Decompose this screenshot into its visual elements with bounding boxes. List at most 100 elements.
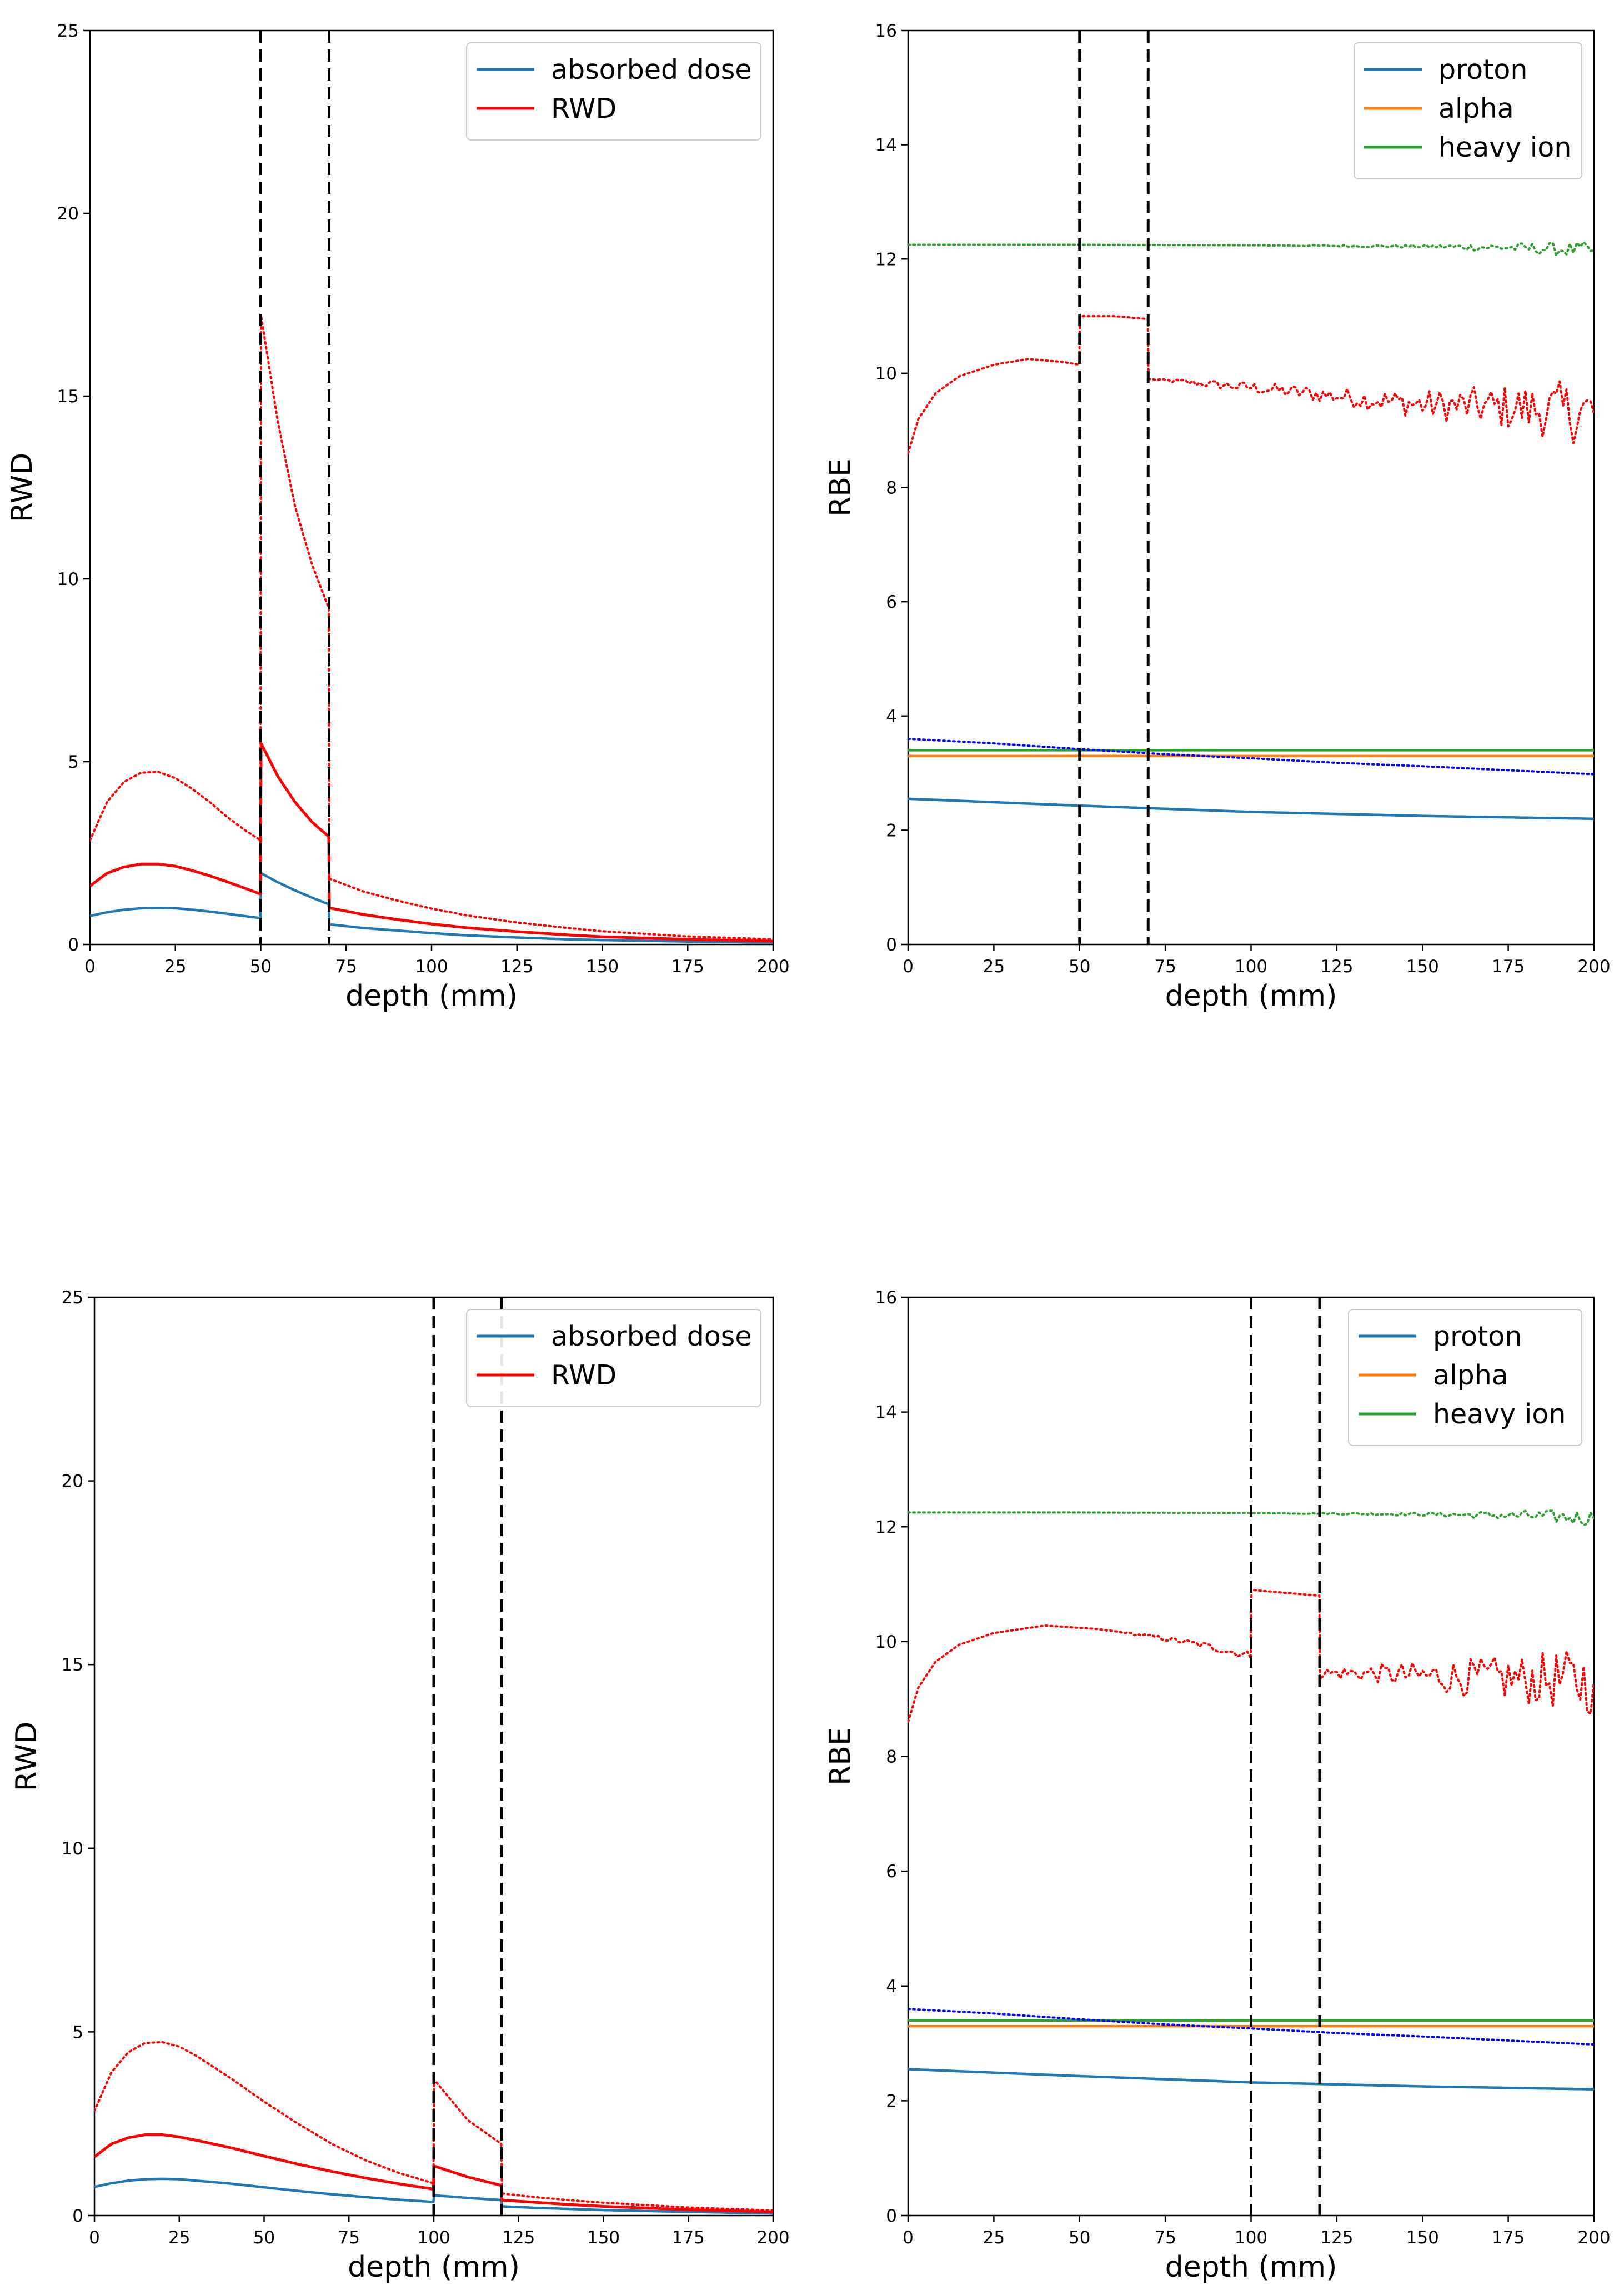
y-tick-label: 8 xyxy=(886,478,897,498)
y-tick-label: 5 xyxy=(68,752,79,772)
y-tick-label: 15 xyxy=(62,1655,83,1675)
legend-box xyxy=(1348,1309,1582,1446)
y-tick-label: 16 xyxy=(875,1288,897,1308)
y-tick-label: 25 xyxy=(57,21,79,41)
x-tick-label: 150 xyxy=(1406,2228,1439,2248)
series-heavy-ion-dotted xyxy=(908,1509,1594,1526)
y-tick-label: 6 xyxy=(886,1862,897,1882)
x-tick-label: 150 xyxy=(1406,957,1439,977)
x-tick-label: 175 xyxy=(1492,957,1525,977)
x-tick-label: 25 xyxy=(168,2228,190,2248)
legend-label: heavy ion xyxy=(1438,132,1571,163)
plot-frame xyxy=(89,29,774,946)
y-tick-label: 16 xyxy=(875,21,897,41)
series-rwd-dotted xyxy=(90,314,773,941)
x-tick-label: 125 xyxy=(1320,2228,1353,2248)
series-proton-dotted xyxy=(908,2008,1594,2046)
x-tick-label: 200 xyxy=(1577,957,1610,977)
legend-label: heavy ion xyxy=(1433,1398,1566,1430)
x-tick-label: 50 xyxy=(250,957,272,977)
x-tick-label: 25 xyxy=(983,957,1005,977)
y-axis-label: RWD xyxy=(10,1722,43,1791)
legend-label: alpha xyxy=(1438,93,1514,124)
x-tick-label: 200 xyxy=(756,2228,789,2248)
x-tick-label: 50 xyxy=(253,2228,275,2248)
legend-box xyxy=(466,1309,761,1407)
y-tick-label: 0 xyxy=(72,2206,83,2226)
legend-label: alpha xyxy=(1433,1359,1508,1391)
y-tick-label: 0 xyxy=(68,935,79,955)
x-axis-label: depth (mm) xyxy=(345,979,518,1013)
legend: proton alpha heavy ion xyxy=(1354,42,1582,179)
legend-label: RWD xyxy=(551,1359,616,1391)
series-proton xyxy=(908,797,1594,821)
chart-top-right: 0 25 50 75 100 125 150 175 200 0 2 4 6 8 10 12 14 16 depth… xyxy=(824,21,1611,1013)
y-tick-label: 14 xyxy=(875,1403,897,1423)
series-absorbed-dose xyxy=(90,872,773,944)
x-axis-label: depth (mm) xyxy=(1165,979,1337,1013)
x-tick-label: 75 xyxy=(335,957,357,977)
y-tick-label: 25 xyxy=(62,1288,83,1308)
y-tick-label: 20 xyxy=(62,1472,83,1492)
plot-frame xyxy=(907,29,1595,946)
plot-area xyxy=(90,31,773,944)
x-tick-label: 175 xyxy=(672,2228,705,2248)
y-tick-label: 20 xyxy=(57,204,79,224)
x-tick-label: 100 xyxy=(415,957,448,977)
x-tick-label: 150 xyxy=(586,957,619,977)
x-axis-label: depth (mm) xyxy=(1165,2251,1337,2284)
y-tick-label: 12 xyxy=(875,249,897,269)
x-tick-label: 200 xyxy=(1577,2228,1610,2248)
plot-area xyxy=(908,1297,1594,2216)
y-axis-label: RBE xyxy=(824,1727,857,1786)
chart-bottom-right: 0 25 50 75 100 125 150 175 200 0 2 4 6 8 10 12 14 16 depth… xyxy=(824,1288,1611,2284)
series-alpha-dotted xyxy=(908,315,1594,454)
x-tick-label: 0 xyxy=(903,2228,914,2248)
series-heavy-ion-dotted xyxy=(908,241,1594,257)
legend-label: absorbed dose xyxy=(551,1321,751,1352)
x-tick-label: 50 xyxy=(1069,957,1090,977)
x-tick-label: 100 xyxy=(1235,957,1267,977)
plot-area xyxy=(94,1297,773,2216)
y-tick-label: 0 xyxy=(886,2206,897,2226)
x-tick-label: 0 xyxy=(89,2228,100,2248)
legend-box xyxy=(1354,42,1582,179)
x-tick-label: 50 xyxy=(1069,2228,1090,2248)
legend-label: RWD xyxy=(551,93,616,124)
y-tick-label: 10 xyxy=(62,1839,83,1859)
y-tick-label: 10 xyxy=(875,364,897,384)
y-tick-label: 0 xyxy=(886,935,897,955)
x-tick-label: 0 xyxy=(84,957,96,977)
y-tick-label: 14 xyxy=(875,136,897,156)
x-tick-label: 175 xyxy=(671,957,704,977)
x-tick-label: 75 xyxy=(338,2228,360,2248)
y-axis-label: RWD xyxy=(6,453,39,522)
plot-area xyxy=(908,31,1594,944)
y-tick-label: 2 xyxy=(886,2091,897,2111)
y-tick-label: 4 xyxy=(886,1977,897,1997)
x-tick-label: 150 xyxy=(587,2228,620,2248)
y-tick-label: 12 xyxy=(875,1517,897,1537)
x-tick-label: 200 xyxy=(756,957,789,977)
y-tick-label: 8 xyxy=(886,1747,897,1767)
y-tick-label: 4 xyxy=(886,707,897,727)
series-rwd xyxy=(90,742,773,943)
x-tick-label: 100 xyxy=(417,2228,450,2248)
chart-top-left: 0 25 50 75 100 125 150 175 200 0 5 10 15 20 25 depth (m… xyxy=(6,21,790,1013)
x-axis-label: depth (mm) xyxy=(348,2251,520,2284)
y-tick-label: 15 xyxy=(57,387,79,407)
x-tick-label: 125 xyxy=(1320,957,1353,977)
y-tick-label: 2 xyxy=(886,821,897,841)
y-tick-label: 10 xyxy=(875,1632,897,1652)
x-tick-label: 25 xyxy=(164,957,186,977)
x-tick-label: 25 xyxy=(983,2228,1005,2248)
x-tick-label: 125 xyxy=(502,2228,535,2248)
chart-bottom-left: 0 25 50 75 100 125 150 175 200 0 5 10 15 20 25 depth (m… xyxy=(10,1288,790,2284)
y-axis-label: RBE xyxy=(824,458,857,517)
legend-box xyxy=(466,42,761,141)
legend: proton alpha heavy ion xyxy=(1348,1309,1582,1446)
x-tick-label: 100 xyxy=(1235,2228,1267,2248)
y-tick-label: 5 xyxy=(72,2022,83,2042)
legend: absorbed dose RWD xyxy=(466,1309,761,1407)
legend: absorbed dose RWD xyxy=(466,42,761,141)
